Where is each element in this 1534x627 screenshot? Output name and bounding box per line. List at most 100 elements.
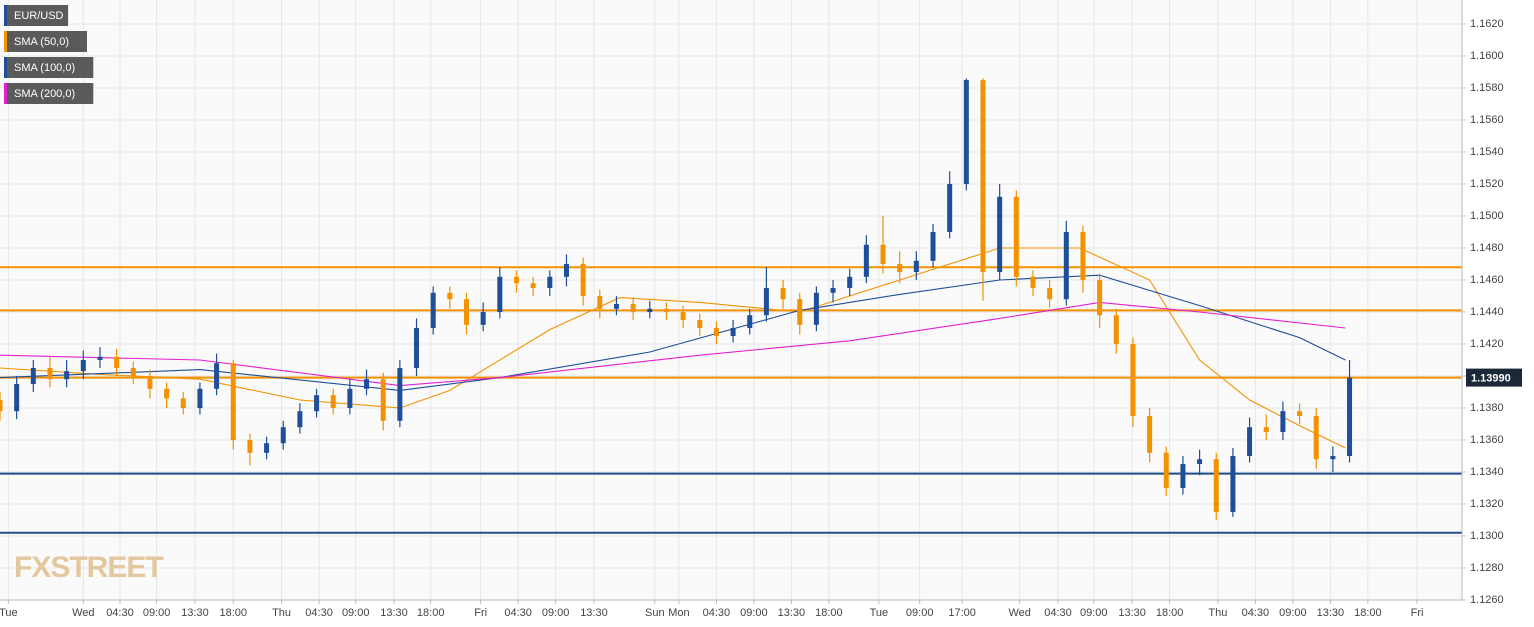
y-tick-label: 1.1460	[1470, 274, 1504, 286]
candle-body	[414, 328, 420, 368]
candle-body	[1297, 411, 1303, 416]
x-tick-label: 09:00	[143, 607, 171, 619]
candle-body	[813, 292, 819, 325]
candle-body	[513, 276, 519, 284]
y-tick-label: 1.1560	[1470, 114, 1504, 126]
y-tick-label: 1.1420	[1470, 338, 1504, 350]
x-tick-label: Thu	[1208, 607, 1227, 619]
y-tick-label: 1.1440	[1470, 306, 1504, 318]
candle-body	[1313, 416, 1319, 460]
candle-body	[1330, 456, 1336, 460]
candle-body	[464, 299, 470, 325]
candle-body	[1180, 464, 1186, 488]
y-tick-label: 1.1480	[1470, 242, 1504, 254]
x-tick-label: 09:00	[906, 607, 934, 619]
legend-box	[4, 5, 69, 26]
candle-body	[147, 376, 153, 389]
candle-body	[47, 368, 53, 380]
x-tick-label: 18:00	[1156, 607, 1184, 619]
candle-body	[847, 276, 853, 288]
candle-body	[1213, 459, 1219, 512]
x-tick-label: 04:30	[106, 607, 134, 619]
legend-swatch	[4, 57, 7, 78]
candle-body	[364, 379, 370, 389]
x-tick-label: Fri	[474, 607, 487, 619]
x-tick-label: 04:30	[1242, 607, 1270, 619]
candle-body	[430, 292, 436, 328]
legend-box	[4, 83, 94, 104]
x-tick-label: 04:30	[1044, 607, 1072, 619]
x-tick-label: Sun	[645, 607, 665, 619]
x-tick-label: 18:00	[815, 607, 843, 619]
y-tick-label: 1.1600	[1470, 50, 1504, 62]
candle-body	[930, 232, 936, 261]
candle-body	[264, 443, 270, 453]
x-tick-label: 09:00	[1080, 607, 1108, 619]
plot	[0, 78, 1462, 534]
candle-body	[114, 356, 120, 368]
legend-box	[4, 57, 94, 78]
y-tick-label: 1.1580	[1470, 82, 1504, 94]
candle-body	[630, 304, 636, 312]
last-price-label: 1.13990	[1471, 373, 1511, 385]
candle-body	[330, 395, 336, 408]
y-tick-label: 1.1260	[1470, 594, 1504, 606]
x-tick-label: 04:30	[305, 607, 333, 619]
grid	[0, 0, 1462, 601]
candle-body	[947, 184, 953, 232]
y-tick-label: 1.1380	[1470, 402, 1504, 414]
candle-body	[663, 308, 669, 312]
legend-label: SMA (100,0)	[14, 62, 75, 74]
legend-label: EUR/USD	[14, 10, 64, 22]
candle-body	[780, 288, 786, 300]
candle-body	[1130, 344, 1136, 416]
y-tick-label: 1.1360	[1470, 434, 1504, 446]
candle-body	[447, 292, 453, 300]
candle-body	[597, 296, 603, 309]
x-tick-label: 09:00	[740, 607, 768, 619]
x-tick-label: Tue	[870, 607, 889, 619]
candle-body	[497, 276, 503, 312]
axes: 1.1260 1.1280 1.1300 1.1320 1.1340 1.1360 1.13…	[0, 18, 1522, 619]
candle-body	[713, 328, 719, 336]
candle-body	[830, 288, 836, 293]
candle-body	[197, 388, 203, 408]
candle-body	[1063, 232, 1069, 300]
candle-body	[1347, 377, 1353, 456]
candle-body	[280, 427, 286, 444]
candle-body	[380, 379, 386, 421]
x-tick-label: Wed	[72, 607, 94, 619]
y-tick-label: 1.1500	[1470, 210, 1504, 222]
x-tick-label: 13:30	[181, 607, 209, 619]
candle-body	[980, 80, 986, 272]
x-tick-label: 18:00	[219, 607, 247, 619]
candle-body	[730, 328, 736, 336]
candle-body	[80, 360, 86, 372]
last-price-box	[1466, 368, 1522, 387]
candle-body	[1163, 452, 1169, 488]
candle-body	[164, 388, 170, 399]
x-tick-label: 18:00	[417, 607, 445, 619]
candle-body	[347, 388, 353, 408]
candle-body	[1147, 416, 1153, 453]
candle-body	[247, 440, 253, 453]
candle-body	[647, 308, 653, 312]
candle-body	[30, 368, 36, 384]
y-tick-label: 1.1520	[1470, 178, 1504, 190]
x-tick-label: Fri	[1411, 607, 1424, 619]
y-tick-label: 1.1540	[1470, 146, 1504, 158]
candle-body	[747, 315, 753, 328]
legend-swatch	[4, 5, 7, 26]
sma-line	[0, 301, 1346, 387]
x-tick-label: 04:30	[504, 607, 532, 619]
x-tick-label: Mon	[668, 607, 689, 619]
x-tick-label: 09:00	[542, 607, 570, 619]
x-tick-label: 17:00	[948, 607, 976, 619]
candle-body	[680, 312, 686, 320]
candle-body	[1047, 288, 1053, 300]
watermark: FXSTREET	[14, 551, 163, 584]
x-tick-label: 13:30	[1317, 607, 1345, 619]
candle-body	[0, 400, 3, 412]
candle-body	[1097, 280, 1103, 316]
x-tick-label: 13:30	[580, 607, 608, 619]
